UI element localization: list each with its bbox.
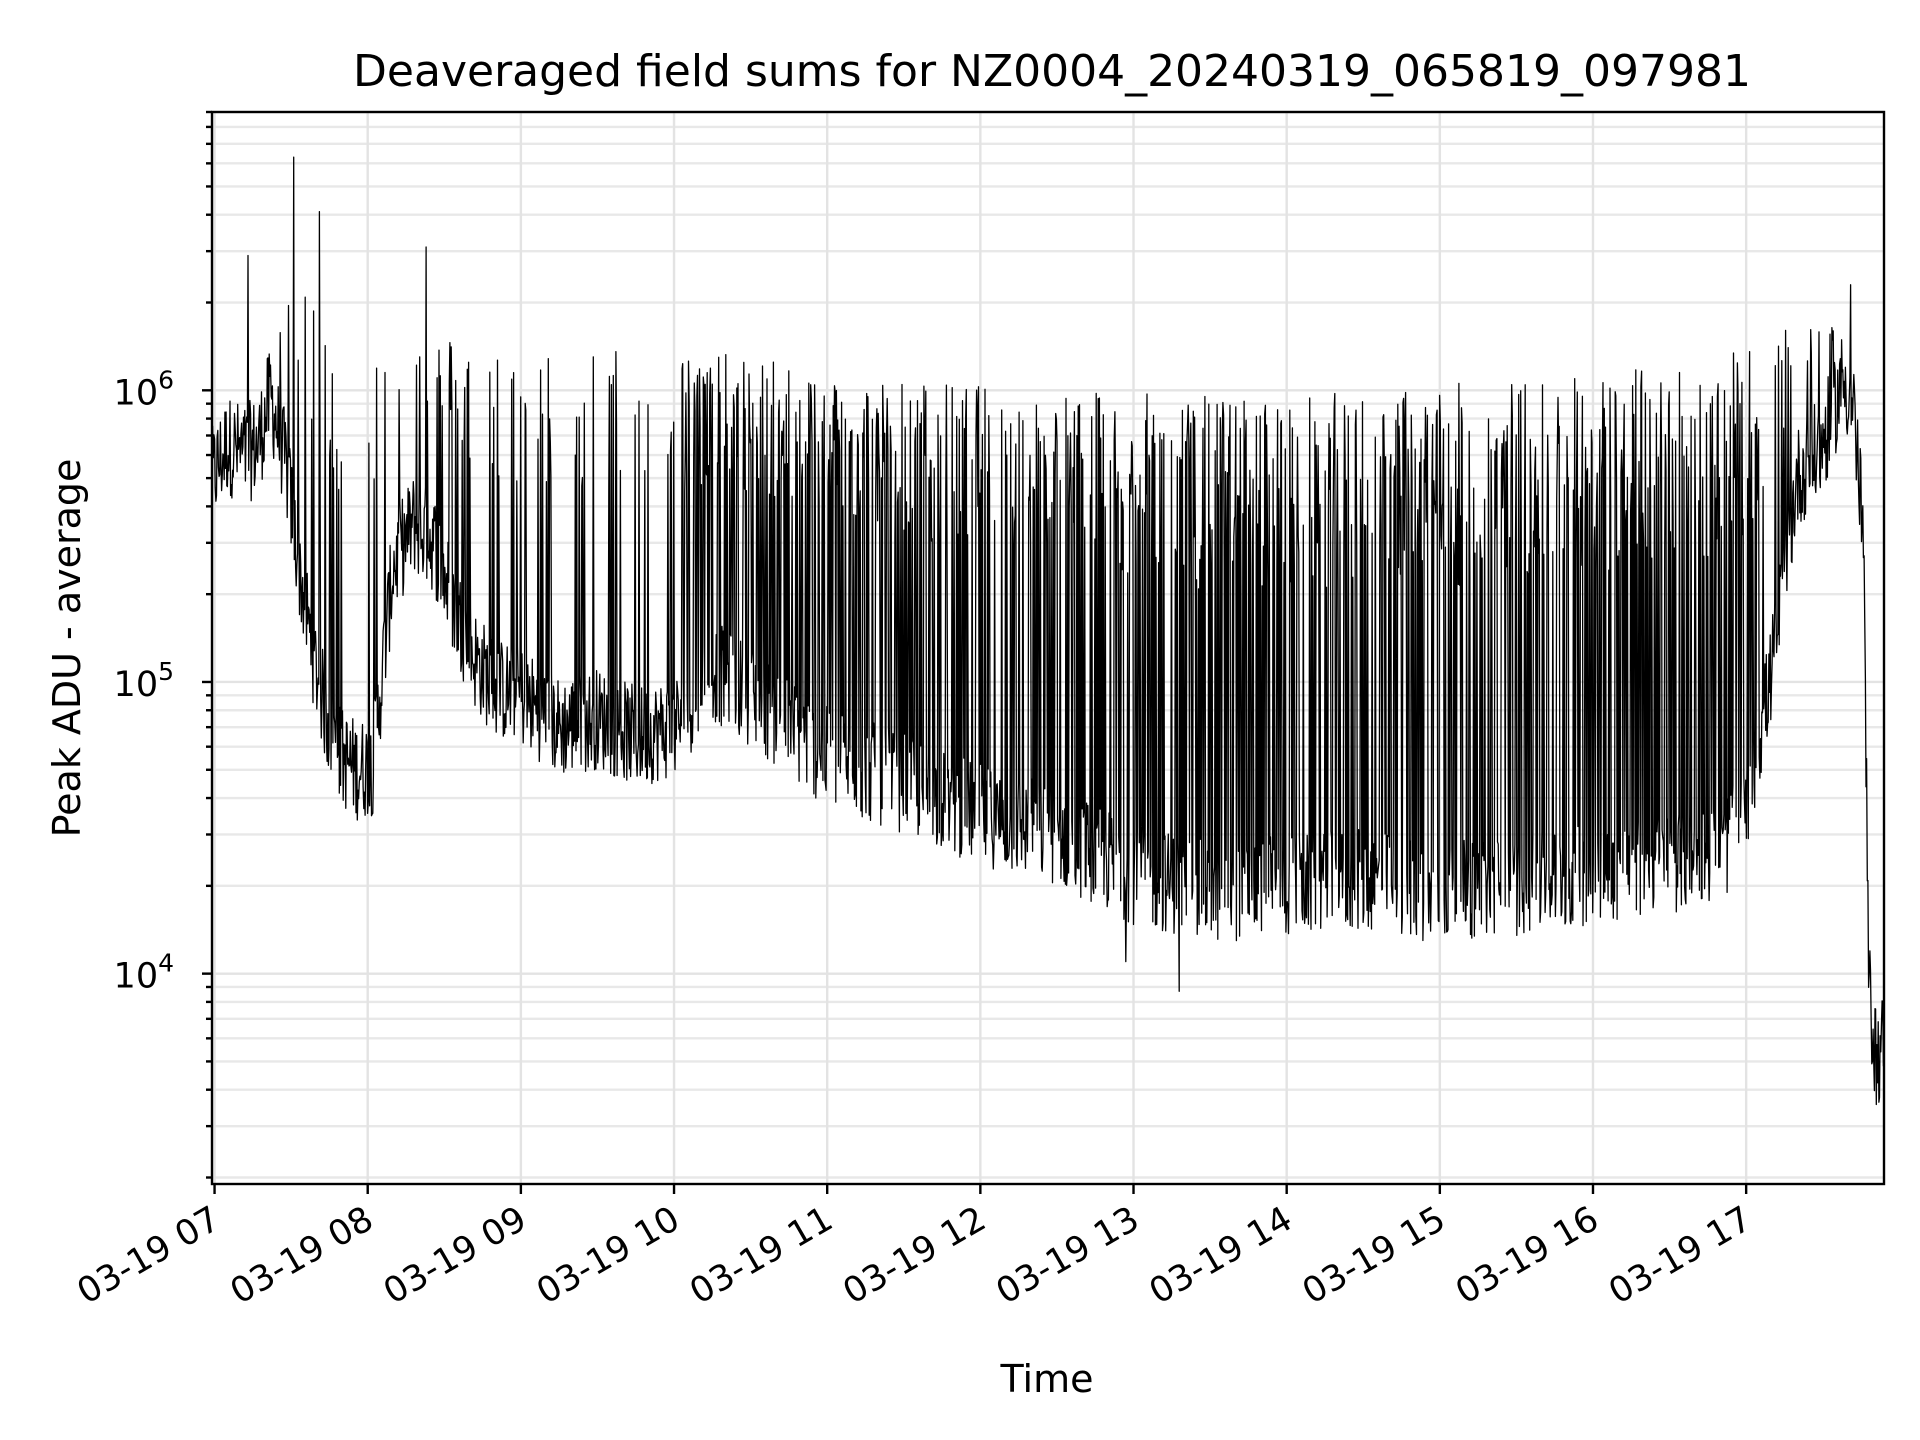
y-tick-label: 105	[114, 657, 174, 705]
y-axis-label: Peak ADU - average	[45, 459, 89, 838]
x-axis-label: Time	[1000, 1357, 1094, 1401]
y-tick-label: 104	[114, 949, 174, 997]
y-axis: 104 105 106	[114, 110, 212, 1179]
plot-area	[212, 156, 1884, 1106]
y-tick-label: 106	[114, 365, 174, 413]
axes-frame	[210, 110, 1886, 1186]
series-line	[212, 156, 1884, 1106]
chart-title: Deaveraged field sums for NZ0004_2024031…	[353, 46, 1751, 97]
